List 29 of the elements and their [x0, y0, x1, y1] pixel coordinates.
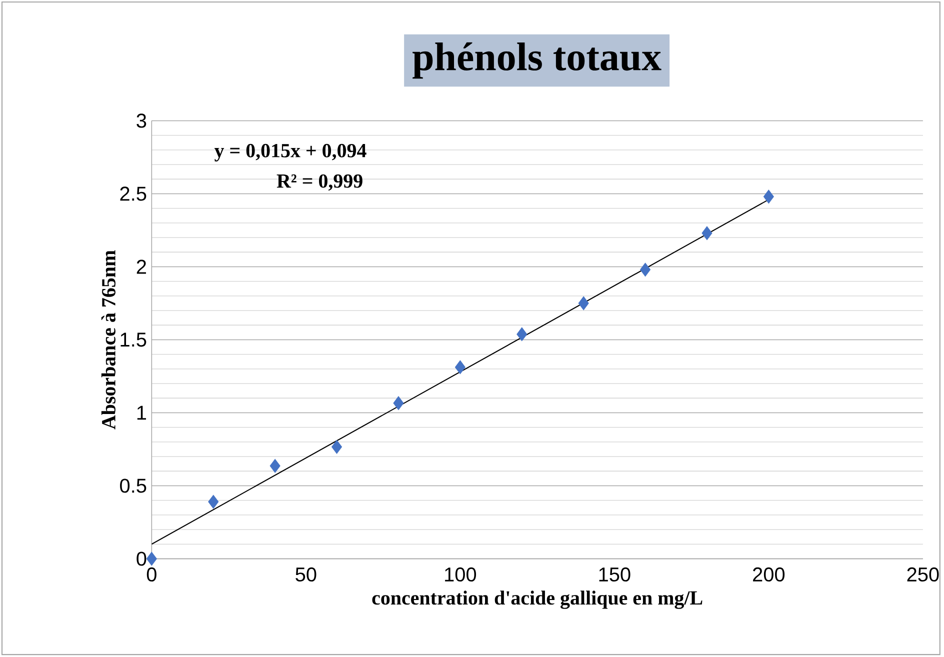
- point: [208, 495, 219, 509]
- point: [702, 226, 712, 240]
- point: [393, 396, 404, 410]
- y-tick-label: 3: [136, 114, 146, 128]
- point: [146, 552, 157, 566]
- x-tick-label: 100: [445, 568, 476, 582]
- x-tick-label: 250: [907, 568, 939, 582]
- y-tick-label: 0: [136, 552, 146, 566]
- x-axis-title: concentration d'acide gallique en mg/L: [372, 590, 702, 610]
- x-tick-label: 200: [753, 568, 785, 582]
- y-tick-label: 2: [136, 260, 146, 274]
- annotation: R² = 0,999: [276, 174, 362, 191]
- point: [578, 296, 589, 310]
- y-tick-label: 1: [137, 406, 146, 420]
- x-tick-label: 150: [599, 568, 630, 582]
- point: [270, 459, 280, 474]
- y-axis-title: Absorbance à 765nm: [101, 250, 116, 430]
- annotation: y = 0,015x + 0,094: [214, 144, 366, 162]
- point: [763, 190, 774, 204]
- y-tick-label: 0.5: [120, 478, 146, 494]
- point: [640, 262, 651, 277]
- chart-title: phénols totaux: [412, 42, 662, 79]
- x-tick-label: 50: [296, 568, 316, 582]
- point: [454, 360, 466, 374]
- x-tick-label: 0: [146, 568, 156, 582]
- point: [516, 328, 528, 342]
- point: [332, 440, 342, 454]
- y-tick-label: 1.5: [120, 333, 146, 347]
- y-tick-label: 2.5: [120, 186, 146, 202]
